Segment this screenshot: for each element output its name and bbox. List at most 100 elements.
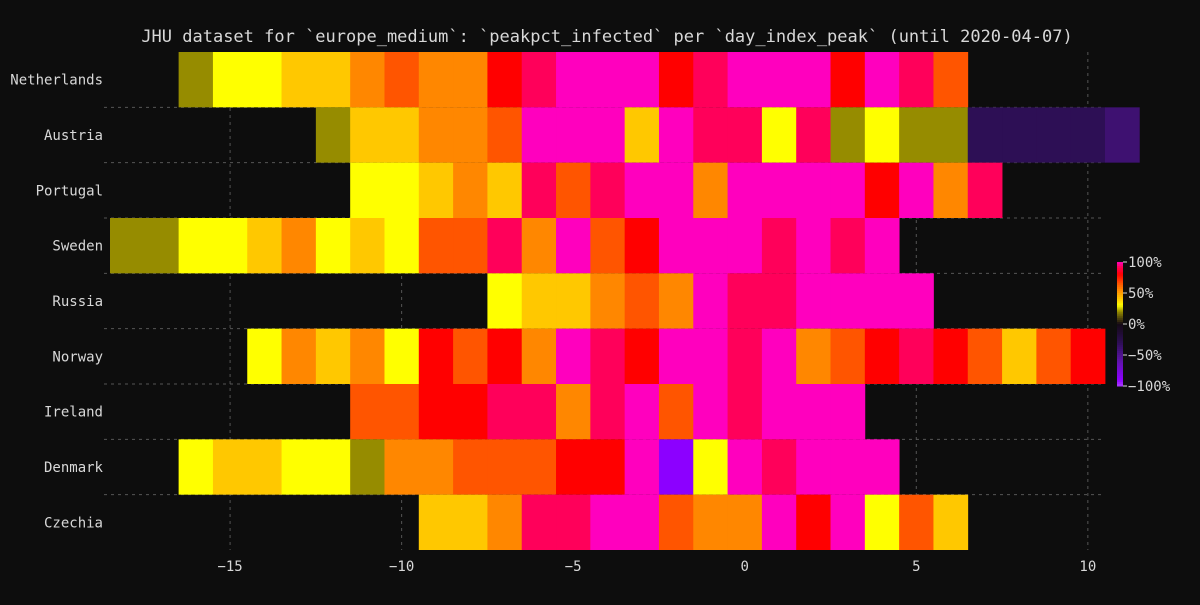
heatmap-cell	[453, 107, 488, 163]
heatmap-cell	[521, 162, 557, 218]
heatmap-cell	[899, 52, 934, 108]
heatmap-cell	[693, 107, 728, 163]
heatmap-cell	[1002, 328, 1037, 384]
heatmap-cell	[212, 439, 248, 495]
colorbar-swatch	[1117, 365, 1123, 368]
colorbar-swatch	[1117, 363, 1123, 366]
row-label: Czechia	[44, 515, 103, 531]
heatmap-cell	[384, 439, 420, 495]
heatmap-cell	[521, 218, 557, 274]
heatmap-cell	[590, 439, 626, 495]
heatmap-cell	[727, 273, 763, 329]
heatmap-cell	[830, 218, 866, 274]
heatmap-cell	[521, 328, 557, 384]
heatmap-cell	[727, 218, 763, 274]
heatmap-cell	[658, 439, 694, 495]
heatmap-cell	[967, 328, 1003, 384]
colorbar-swatch	[1117, 357, 1123, 360]
heatmap-cell	[487, 273, 523, 329]
heatmap-cell	[384, 218, 420, 274]
heatmap-cell	[796, 328, 831, 384]
colorbar-swatch	[1117, 336, 1123, 339]
heatmap-cell	[556, 162, 591, 218]
heatmap-cell	[556, 439, 591, 495]
colorbar-swatch	[1117, 307, 1123, 311]
heatmap-cell	[350, 52, 385, 108]
colorbar-swatch	[1117, 369, 1123, 373]
heatmap-cell	[556, 273, 591, 329]
colorbar-swatch	[1117, 328, 1123, 331]
heatmap-cell	[590, 107, 626, 163]
heatmap-cell	[796, 107, 831, 163]
heatmap-cell	[658, 52, 694, 108]
heatmap-cell	[693, 162, 728, 218]
heatmap-cell	[212, 218, 248, 274]
colorbar-swatch	[1117, 274, 1123, 277]
heatmap-cell	[418, 328, 454, 384]
heatmap-cell	[350, 107, 385, 163]
heatmap-cell	[796, 494, 831, 550]
heatmap-cell	[761, 162, 797, 218]
colorbar-swatch	[1117, 344, 1123, 348]
heatmap-cell	[350, 218, 385, 274]
heatmap-cell	[590, 384, 626, 440]
heatmap-cell	[590, 162, 626, 218]
heatmap-cell	[624, 162, 660, 218]
heatmap-cell	[761, 107, 797, 163]
colorbar-swatch	[1117, 367, 1123, 370]
heatmap-cell	[796, 439, 831, 495]
heatmap-cell	[693, 273, 728, 329]
heatmap-cell	[796, 273, 831, 329]
chart-title: JHU dataset for `europe_medium`: `peakpc…	[141, 27, 1072, 47]
colorbar-swatch	[1117, 371, 1123, 375]
heatmap-cell	[418, 494, 454, 550]
heatmap-cell	[384, 52, 420, 108]
heatmap-cell	[453, 384, 488, 440]
heatmap-cell	[521, 384, 557, 440]
colorbar-swatch	[1117, 375, 1123, 379]
x-tick-label: 0	[741, 559, 749, 575]
heatmap-cell	[315, 439, 351, 495]
heatmap-cell	[1070, 107, 1106, 163]
heatmap-cell	[556, 52, 591, 108]
heatmap-cell	[521, 439, 557, 495]
heatmap-cell	[830, 273, 866, 329]
colorbar-swatch	[1117, 297, 1123, 300]
heatmap-cell	[933, 494, 969, 550]
x-axis-ticks: −15 −10 −5 0 5 10	[217, 559, 1096, 575]
heatmap-cell	[864, 273, 900, 329]
colorbar-tick-label: 0%	[1128, 317, 1145, 333]
heatmap-cell	[487, 384, 523, 440]
colorbar-swatch	[1117, 293, 1123, 296]
heatmap-cell	[761, 439, 797, 495]
heatmap-cell	[658, 162, 694, 218]
heatmap-cell	[247, 52, 282, 108]
heatmap-cell	[521, 494, 557, 550]
heatmap-cell	[658, 494, 694, 550]
heatmap-cell	[727, 162, 763, 218]
heatmap-cell	[967, 162, 1003, 218]
heatmap-cell	[418, 384, 454, 440]
heatmap-cell	[727, 328, 763, 384]
heatmap-cell	[521, 52, 557, 108]
colorbar-swatch	[1117, 305, 1123, 308]
heatmap-cell	[212, 52, 248, 108]
colorbar-swatch	[1117, 262, 1123, 265]
y-axis-labels: Netherlands Austria Portugal Sweden Russia No…	[10, 73, 103, 532]
heatmap-cell	[144, 218, 180, 274]
colorbar-swatch	[1117, 383, 1123, 387]
colorbar-swatch	[1117, 266, 1123, 269]
heatmap-cell	[830, 328, 866, 384]
colorbar-swatch	[1117, 334, 1123, 337]
heatmap-cell	[521, 273, 557, 329]
heatmap-cell	[727, 384, 763, 440]
heatmap-cell	[899, 328, 934, 384]
heatmap-cell	[864, 218, 900, 274]
heatmap-cell	[624, 107, 660, 163]
heatmap-cell	[350, 384, 385, 440]
heatmap-cell	[487, 218, 523, 274]
colorbar-swatch	[1117, 276, 1123, 280]
x-tick-label: −15	[217, 559, 242, 575]
heatmap-cell	[933, 328, 969, 384]
heatmap-cell	[247, 328, 282, 384]
